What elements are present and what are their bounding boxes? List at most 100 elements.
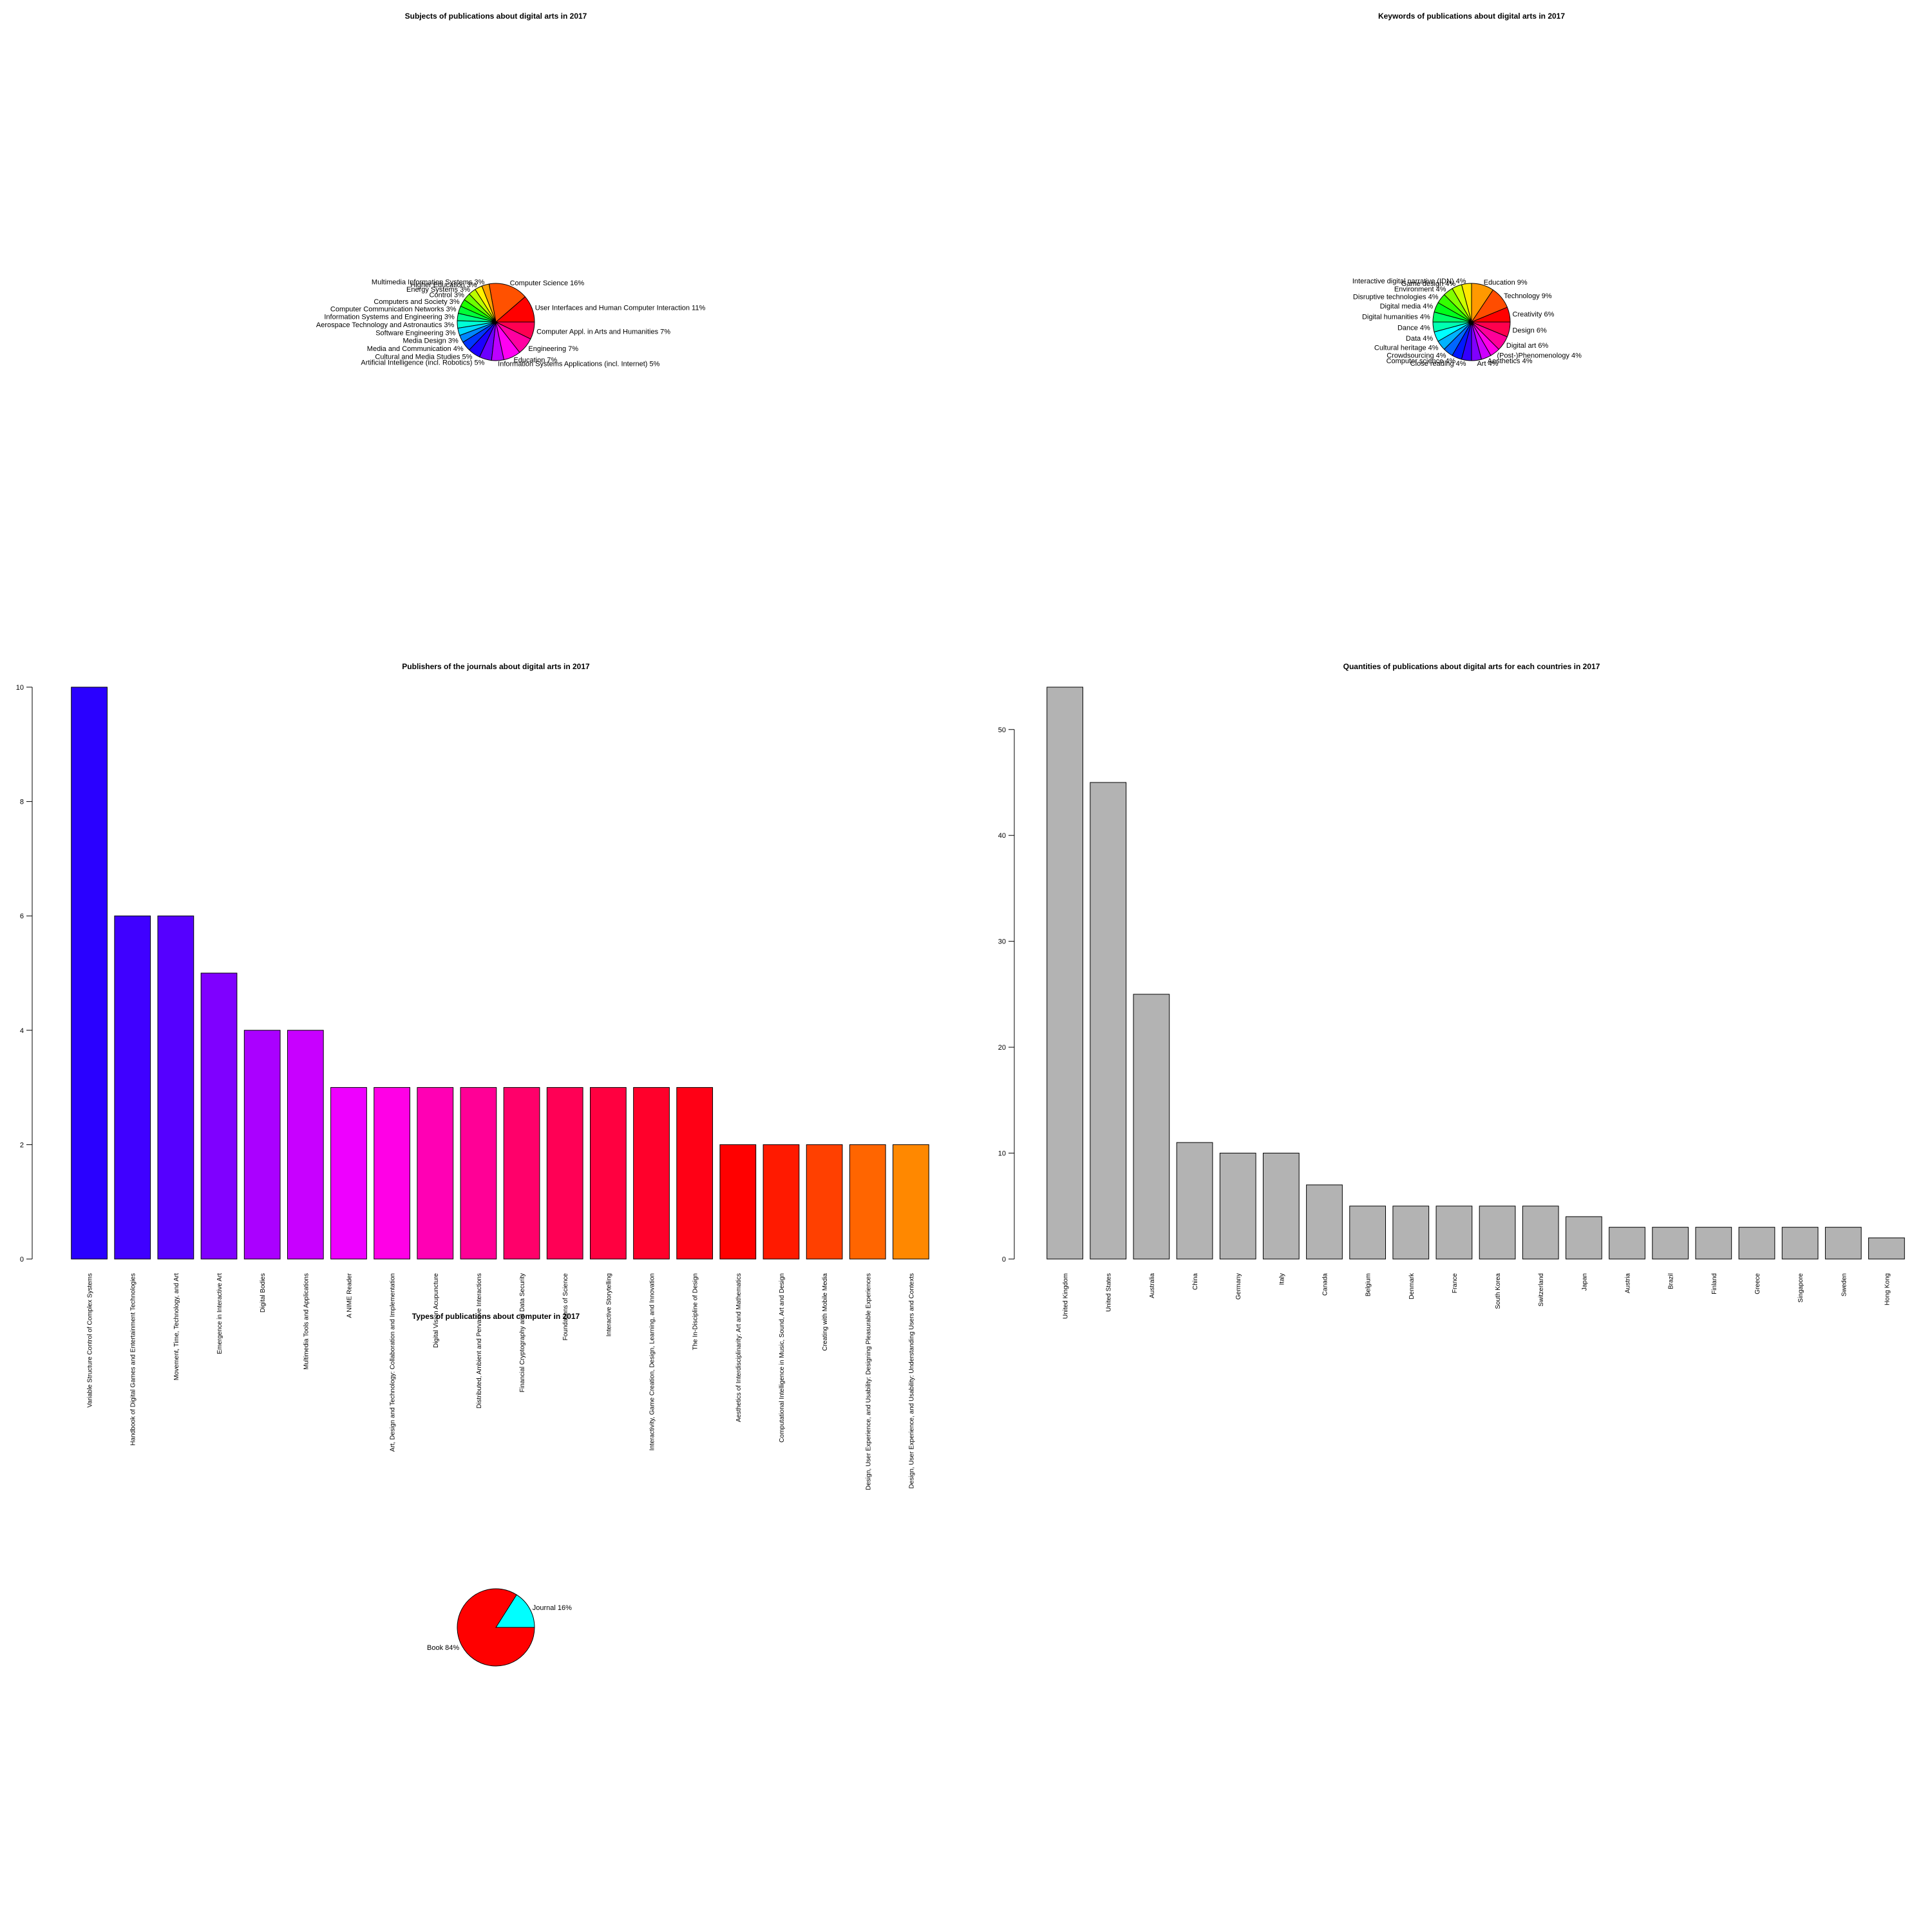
pie-slice-book-84 <box>457 1588 535 1667</box>
x-tick-label-hong-kong: Hong Kong <box>1884 1273 1891 1305</box>
y-tick-label: 2 <box>20 1141 24 1149</box>
bar-interactive-storytelling <box>590 1087 627 1260</box>
pie-label-game-design-4: Game design 4% <box>1401 280 1456 288</box>
types-pie-title: Types of publications about computer in … <box>412 1312 580 1321</box>
x-tick-label-france: France <box>1452 1273 1459 1294</box>
pie-label-digital-media-4: Digital media 4% <box>1380 303 1434 310</box>
pie-label-computer-science-4: Computer science 4% <box>1387 357 1456 365</box>
bar-south-korea <box>1479 1206 1516 1260</box>
x-tick-label-handbook-of-digital-games-and-entertainm: Handbook of Digital Games and Entertainm… <box>130 1273 137 1446</box>
pie-slice-computer-appl-in-arts-and-humanities-7 <box>495 321 535 339</box>
pie-label-computer-communication-networks-3: Computer Communication Networks 3% <box>330 305 457 313</box>
bar-movement-time-technology-and-art <box>157 915 194 1260</box>
pie-label-book-84: Book 84% <box>427 1644 459 1652</box>
pie-label-environment-4: Environment 4% <box>1394 286 1446 294</box>
y-tick-label: 6 <box>20 913 24 920</box>
pie-label-computers-and-society-3: Computers and Society 3% <box>374 298 460 306</box>
pie-label-data-4: Data 4% <box>1406 335 1433 343</box>
x-tick-label-aesthetics-of-interdisciplinarity-art-an: Aesthetics of Interdisciplinarity: Art a… <box>735 1273 743 1422</box>
y-tick-label: 30 <box>998 938 1006 946</box>
bar-interactivity-game-creation-design-learn <box>633 1087 670 1260</box>
bar-austria <box>1609 1227 1645 1260</box>
y-tick-label: 40 <box>998 832 1006 840</box>
pie-label-journal-16: Journal 16% <box>533 1604 572 1612</box>
pie-label-higher-education-3: Higher Education 3% <box>410 281 477 289</box>
countries-bar-chart: Quantities of publications about digital… <box>998 662 1905 1319</box>
bar-art-design-and-technology-collaboration- <box>374 1087 410 1260</box>
x-tick-label-denmark: Denmark <box>1408 1273 1416 1300</box>
bar-financial-cryptography-and-data-security <box>503 1087 540 1260</box>
y-tick-label: 4 <box>20 1027 24 1035</box>
x-tick-label-variable-structure-control-of-complex-sy: Variable Structure Control of Complex Sy… <box>87 1273 94 1408</box>
x-tick-label-singapore: Singapore <box>1797 1273 1804 1303</box>
bar-united-states <box>1090 782 1127 1260</box>
pie-label-software-engineering-3: Software Engineering 3% <box>375 330 455 337</box>
x-tick-label-finland: Finland <box>1711 1273 1718 1294</box>
types-pie-chart: Types of publications about computer in … <box>412 1312 580 1667</box>
publishers-bar-title: Publishers of the journals about digital… <box>402 662 590 671</box>
x-tick-label-switzerland: Switzerland <box>1538 1273 1545 1307</box>
pie-label-design-6: Design 6% <box>1513 327 1547 335</box>
pie-label-engineering-7: Engineering 7% <box>528 345 578 353</box>
pie-label-dance-4: Dance 4% <box>1397 324 1430 332</box>
bar-handbook-of-digital-games-and-entertainm <box>114 915 151 1260</box>
pie-label-art-4: Art 4% <box>1477 360 1498 368</box>
pie-slice-design-6 <box>1471 321 1511 337</box>
x-tick-label-canada: Canada <box>1321 1273 1329 1296</box>
x-tick-label-sweden: Sweden <box>1841 1273 1848 1296</box>
pie-label-aesthetics-4: Aesthetics 4% <box>1488 357 1533 365</box>
pie-label-digital-humanities-4: Digital humanities 4% <box>1362 314 1430 321</box>
pie-label-aerospace-technology-and-astronautics-3: Aerospace Technology and Astronautics 3% <box>316 321 455 329</box>
bar-creating-with-mobile-media <box>806 1144 843 1260</box>
x-tick-label-interactive-storytelling: Interactive Storytelling <box>605 1273 612 1336</box>
pie-label-interactive-digital-narrative-idn-4: Interactive digital narrative (IDN) 4% <box>1352 278 1466 285</box>
pie-label-artificial-intelligence-incl-robotics-5: Artificial Intelligence (incl. Robotics)… <box>361 359 484 366</box>
bar-denmark <box>1392 1206 1430 1260</box>
x-tick-label-movement-time-technology-and-art: Movement, Time, Technology, and Art <box>173 1273 180 1381</box>
bar-sweden <box>1824 1227 1862 1260</box>
subjects-pie-chart: Subjects of publications about digital a… <box>316 12 706 368</box>
y-tick-label: 10 <box>998 1150 1006 1158</box>
keywords-pie-title: Keywords of publications about digital a… <box>1378 12 1565 21</box>
bar-finland <box>1695 1227 1732 1260</box>
bar-japan <box>1566 1216 1602 1260</box>
y-tick-label: 0 <box>1002 1256 1006 1264</box>
x-tick-label-italy: Italy <box>1278 1273 1285 1285</box>
y-tick-label: 20 <box>998 1044 1006 1052</box>
y-tick-label: 10 <box>16 684 24 692</box>
y-tick-label: 0 <box>20 1256 24 1264</box>
x-tick-label-multimedia-tools-and-applications: Multimedia Tools and Applications <box>303 1273 310 1370</box>
bar-greece <box>1738 1227 1776 1260</box>
x-tick-label-emergence-in-interactive-art: Emergence in Interactive Art <box>216 1273 223 1354</box>
pie-label-computer-appl-in-arts-and-humanities-7: Computer Appl. in Arts and Humanities 7% <box>536 328 670 336</box>
x-tick-label-south-korea: South Korea <box>1495 1273 1502 1309</box>
x-tick-label-brazil: Brazil <box>1668 1273 1675 1289</box>
bar-design-user-experience-and-usability-des <box>849 1144 886 1260</box>
pie-label-crowdsourcing-4: Crowdsourcing 4% <box>1387 352 1446 359</box>
bar-germany <box>1219 1153 1256 1260</box>
pie-label-technology-9: Technology 9% <box>1504 292 1552 300</box>
y-tick-label: 8 <box>20 799 24 806</box>
countries-bar-title: Quantities of publications about digital… <box>1343 662 1600 671</box>
bar-singapore <box>1781 1227 1819 1260</box>
bar-digital-bodies <box>243 1030 281 1260</box>
bar-computational-intelligence-in-music-soun <box>762 1144 800 1260</box>
pie-slice-computer-science-16 <box>488 283 526 323</box>
bar-france <box>1435 1206 1473 1260</box>
pie-label-energy-systems-3: Energy Systems 3% <box>406 286 470 294</box>
bar-design-user-experience-and-usability-und <box>893 1144 929 1260</box>
bar-belgium <box>1349 1206 1386 1260</box>
pie-label-control-3: Control 3% <box>430 292 465 299</box>
pie-label-digital-art-6: Digital art 6% <box>1506 342 1549 350</box>
x-tick-label-design-user-experience-and-usability-und: Design, User Experience, and Usability: … <box>908 1273 915 1489</box>
x-tick-label-australia: Australia <box>1149 1273 1156 1298</box>
bar-italy <box>1262 1153 1300 1260</box>
x-tick-label-art-design-and-technology-collaboration-: Art, Design and Technology: Collaboratio… <box>390 1273 397 1452</box>
bar-variable-structure-control-of-complex-sy <box>71 687 108 1260</box>
x-tick-label-a-nime-reader: A NIME Reader <box>346 1273 353 1318</box>
bar-foundations-of-science <box>546 1087 583 1260</box>
y-tick-label: 50 <box>998 726 1006 734</box>
pie-label-cultural-heritage-4: Cultural heritage 4% <box>1374 344 1439 352</box>
x-tick-label-greece: Greece <box>1754 1273 1761 1294</box>
